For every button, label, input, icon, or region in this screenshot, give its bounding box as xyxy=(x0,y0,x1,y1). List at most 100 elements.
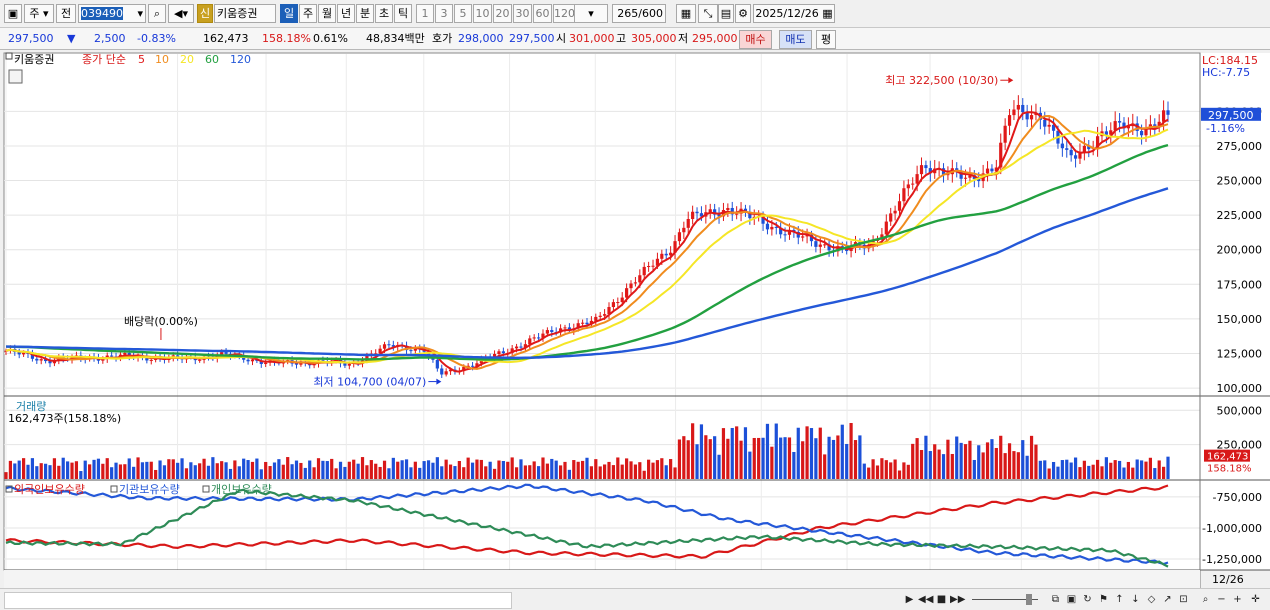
candle-body-200 xyxy=(884,221,888,235)
tab-minute-120[interactable]: 120 xyxy=(553,4,575,23)
arrow-up-icon[interactable]: ↑ xyxy=(1115,594,1124,605)
overlay-icon[interactable]: ⧉ xyxy=(1051,594,1060,605)
candle-body-24 xyxy=(110,355,114,357)
volume-bar-234 xyxy=(1034,444,1038,479)
table-icon[interactable] xyxy=(8,69,23,84)
volume-bar-134 xyxy=(594,459,598,479)
sound-icon[interactable]: ◀▾ xyxy=(168,4,194,23)
volume-bar-145 xyxy=(642,470,646,479)
tag-icon[interactable]: ◇ xyxy=(1147,594,1156,605)
volume-bar-59 xyxy=(264,461,268,479)
volume-bar-204 xyxy=(902,462,906,479)
fast-forward-icon[interactable]: ▶▶ xyxy=(950,594,966,605)
tab-period-2[interactable]: 월 xyxy=(318,4,336,23)
draw-tools-icon[interactable]: ⤡ xyxy=(698,4,718,23)
candle-body-117 xyxy=(519,346,523,348)
tab-minute-60[interactable]: 60 xyxy=(533,4,552,23)
chart-area xyxy=(3,52,1201,571)
last-price-bg xyxy=(1201,107,1261,121)
legend-ma-60: 60 xyxy=(205,53,219,66)
arrow-down-icon[interactable]: ↓ xyxy=(1131,594,1140,605)
tab-period-6[interactable]: 틱 xyxy=(394,4,412,23)
volume-bar-159 xyxy=(704,435,708,479)
candle-body-105 xyxy=(466,365,470,368)
crosshair-icon[interactable]: ✛ xyxy=(1251,594,1260,605)
candle-body-118 xyxy=(523,344,527,348)
count-field[interactable]: 265/600 xyxy=(612,4,666,23)
zoom-in-icon[interactable]: + xyxy=(1233,594,1242,605)
candle-body-115 xyxy=(510,348,514,353)
candle-body-44 xyxy=(198,359,202,361)
zoom-slider-handle[interactable] xyxy=(1026,594,1032,605)
candle-body-169 xyxy=(748,211,752,219)
volume-bar-25 xyxy=(114,462,118,479)
candle-body-7 xyxy=(35,358,39,361)
volume-bar-132 xyxy=(585,457,589,479)
y-tick-volume-0: 250,000 xyxy=(1217,439,1263,452)
volume-bar-126 xyxy=(558,465,563,479)
zoom-icon[interactable]: ⌕ xyxy=(1202,594,1209,605)
volume-bar-137 xyxy=(607,461,611,479)
candle-body-223 xyxy=(985,168,990,174)
save-icon[interactable]: ▤ xyxy=(718,4,734,23)
stop-icon[interactable]: ■ xyxy=(936,594,947,605)
prefix-button[interactable]: 전 xyxy=(56,4,76,23)
volume-bar-138 xyxy=(611,465,616,479)
tab-period-1[interactable]: 주 xyxy=(299,4,317,23)
volume-bar-240 xyxy=(1060,460,1064,479)
tab-period-5[interactable]: 초 xyxy=(375,4,393,23)
candle-body-100 xyxy=(444,371,448,375)
box-tool-icon[interactable]: ⊡ xyxy=(1179,594,1188,605)
tab-minute-10[interactable]: 10 xyxy=(473,4,492,23)
volume-bar-156 xyxy=(691,423,695,479)
sell-button[interactable]: 매도 xyxy=(779,30,812,49)
chevron-down-icon[interactable]: ▾ xyxy=(137,7,143,20)
period-dropdown[interactable]: ▾ xyxy=(574,4,608,23)
tab-period-4[interactable]: 분 xyxy=(356,4,374,23)
candle-body-131 xyxy=(580,322,585,324)
rewind-icon[interactable]: ◀◀ xyxy=(918,594,934,605)
market-select[interactable]: 주 ▾ xyxy=(24,4,54,23)
tab-period-3[interactable]: 년 xyxy=(337,4,355,23)
window-menu-icon[interactable]: ▣ xyxy=(4,4,22,23)
volume-bar-225 xyxy=(994,447,998,479)
tab-minute-5[interactable]: 5 xyxy=(454,4,472,23)
buy-button[interactable]: 매수 xyxy=(739,30,772,49)
tab-minute-20[interactable]: 20 xyxy=(493,4,512,23)
gear-icon[interactable]: ⚙ xyxy=(735,4,751,23)
compare-icon[interactable]: ▣ xyxy=(1066,594,1077,605)
search-icon[interactable]: ⌕ xyxy=(148,4,166,23)
volume-bar-242 xyxy=(1069,462,1073,479)
volume-bar-238 xyxy=(1051,461,1056,479)
horizontal-scrollbar[interactable] xyxy=(4,592,512,609)
tab-minute-30[interactable]: 30 xyxy=(513,4,532,23)
refresh-icon[interactable]: ↻ xyxy=(1083,594,1092,605)
chart-tools-icon[interactable]: ▦ xyxy=(676,4,696,23)
scroll-right-icon[interactable]: ▶ xyxy=(905,594,914,605)
volume-bar-10 xyxy=(48,465,52,479)
volume-bar-254 xyxy=(1122,467,1126,479)
eval-button[interactable]: 평 xyxy=(816,30,836,49)
candle-body-133 xyxy=(589,320,594,325)
date-field[interactable]: 2025/12/26 ▦ xyxy=(753,4,835,23)
candle-body-151 xyxy=(669,252,673,256)
volume-bar-217 xyxy=(959,442,963,479)
stock-code-input[interactable]: 039490 ▾ xyxy=(78,4,146,23)
line-tool-icon[interactable]: ↗ xyxy=(1163,594,1172,605)
zoom-out-icon[interactable]: − xyxy=(1217,594,1226,605)
tab-period-0[interactable]: 일 xyxy=(280,4,298,23)
volume-bar-106 xyxy=(470,462,475,479)
low-label: 저 xyxy=(678,32,689,45)
volume-bar-52 xyxy=(233,460,237,479)
volume-ratio: 158.18% xyxy=(262,32,311,45)
volume-bar-260 xyxy=(1148,457,1152,479)
tab-minute-3[interactable]: 3 xyxy=(435,4,453,23)
volume-bar-4 xyxy=(22,458,26,479)
marker-icon[interactable]: ⚑ xyxy=(1099,594,1108,605)
stock-chart: 100,000 125,000 150,000 175,000 200,000 225,0… xyxy=(3,52,1270,588)
zoom-slider[interactable] xyxy=(972,599,1038,600)
volume-bar-213 xyxy=(941,454,946,479)
candle-body-119 xyxy=(528,338,532,345)
tab-minute-1[interactable]: 1 xyxy=(416,4,434,23)
